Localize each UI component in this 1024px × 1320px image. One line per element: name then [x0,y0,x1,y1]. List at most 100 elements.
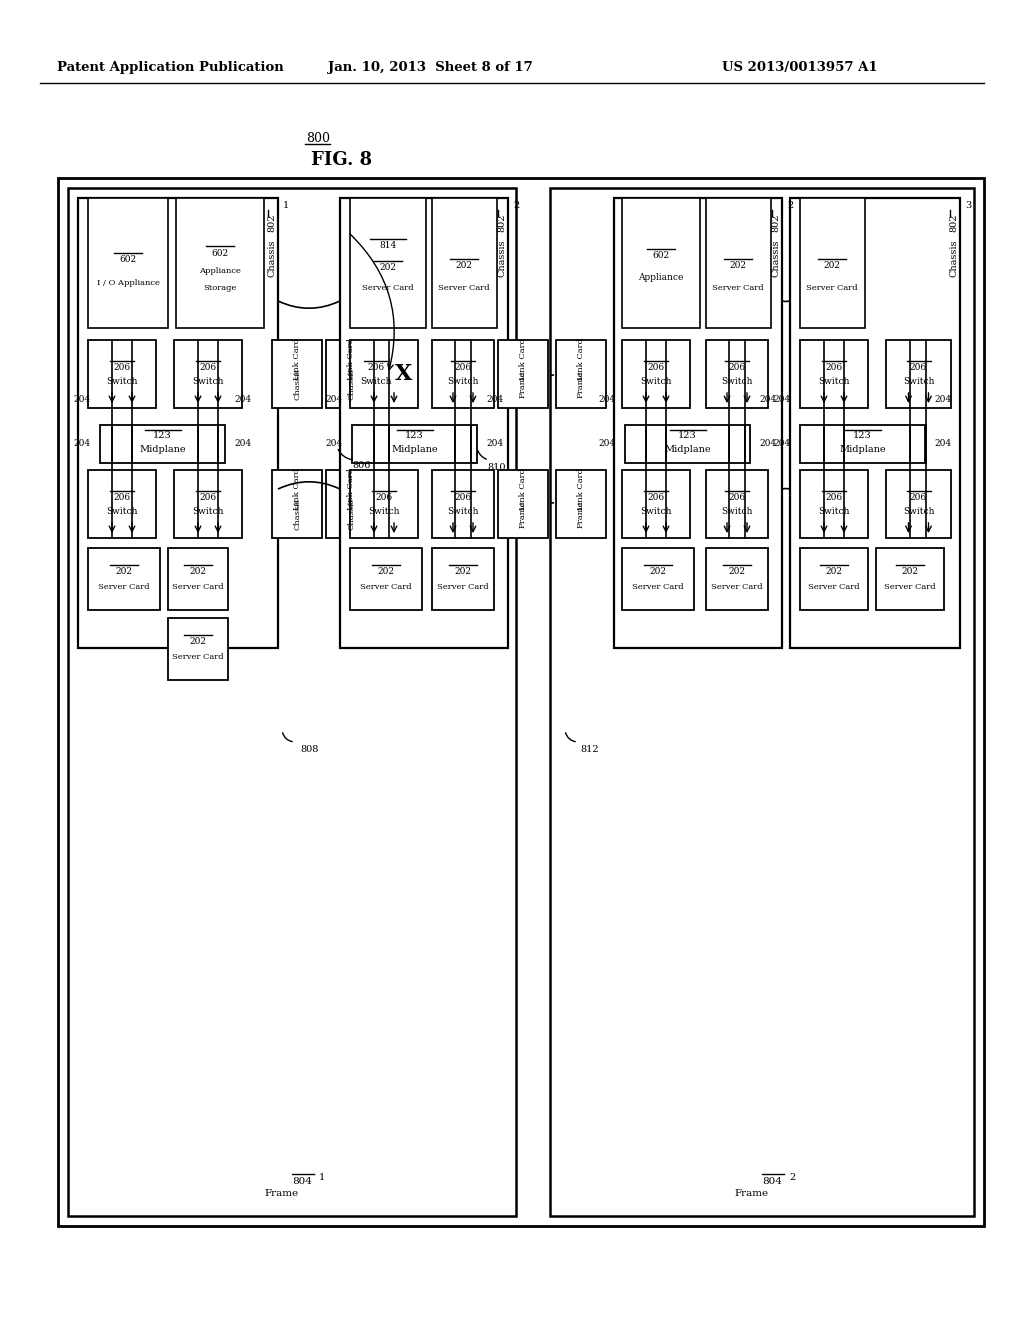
Text: 1: 1 [318,1172,326,1181]
Text: 202: 202 [728,566,745,576]
Text: Switch: Switch [818,507,850,516]
Text: Link Card: Link Card [577,469,585,510]
Text: Switch: Switch [447,507,479,516]
FancyBboxPatch shape [88,198,168,327]
Text: 204: 204 [935,396,951,404]
Text: Frame: Frame [577,371,585,397]
Text: 202: 202 [825,566,843,576]
Text: 602: 602 [652,252,670,260]
Text: Midplane: Midplane [665,446,711,454]
Text: Server Card: Server Card [806,284,858,292]
Text: Midplane: Midplane [139,446,185,454]
FancyBboxPatch shape [58,178,984,1226]
Text: Chassis: Chassis [347,368,355,400]
Text: 204: 204 [234,396,252,404]
Text: 800: 800 [306,132,330,144]
Text: X: X [395,363,413,385]
Text: 810: 810 [487,462,506,471]
Text: Midplane: Midplane [840,446,886,454]
FancyBboxPatch shape [352,425,477,463]
FancyArrowPatch shape [279,301,340,309]
Text: 206: 206 [114,492,131,502]
FancyBboxPatch shape [706,198,771,327]
Text: Link Card: Link Card [293,338,301,380]
Text: 204: 204 [326,440,343,449]
Text: Frame: Frame [265,1189,299,1199]
FancyBboxPatch shape [350,198,426,327]
Text: Server Card: Server Card [172,583,224,591]
FancyBboxPatch shape [326,341,376,408]
FancyBboxPatch shape [800,470,868,539]
FancyBboxPatch shape [174,470,242,539]
Text: 206: 206 [455,492,472,502]
Text: 802: 802 [949,214,958,232]
Text: Server Card: Server Card [172,653,224,661]
Text: 812: 812 [581,746,599,755]
Text: 206: 206 [728,492,745,502]
Text: Server Card: Server Card [712,284,764,292]
FancyBboxPatch shape [340,198,508,648]
Text: 206: 206 [647,363,665,371]
Text: Server Card: Server Card [808,583,860,591]
Text: Switch: Switch [640,378,672,387]
FancyBboxPatch shape [706,470,768,539]
FancyBboxPatch shape [556,341,606,408]
Text: 814: 814 [379,242,396,251]
Text: 204: 204 [486,440,504,449]
Text: Server Card: Server Card [884,583,936,591]
Text: 202: 202 [456,261,472,271]
FancyBboxPatch shape [790,198,961,648]
Text: Switch: Switch [106,378,138,387]
Text: 123: 123 [853,432,871,441]
Text: 204: 204 [74,396,90,404]
Text: 202: 202 [823,261,841,271]
Text: 202: 202 [380,264,396,272]
Text: 206: 206 [376,492,392,502]
Text: Link Card: Link Card [347,469,355,510]
FancyBboxPatch shape [78,198,278,648]
Text: Switch: Switch [903,507,934,516]
Text: Patent Application Publication: Patent Application Publication [56,62,284,74]
FancyBboxPatch shape [100,425,225,463]
Text: Storage: Storage [204,284,237,292]
Text: Switch: Switch [640,507,672,516]
Text: 202: 202 [189,636,207,645]
Text: 206: 206 [825,492,843,502]
Text: 1: 1 [283,202,289,210]
Text: 206: 206 [200,363,216,371]
Text: Server Card: Server Card [712,583,763,591]
Text: 808: 808 [301,746,319,755]
FancyBboxPatch shape [800,198,865,327]
Text: 123: 123 [678,432,697,441]
Text: 204: 204 [760,396,776,404]
Text: Appliance: Appliance [638,273,684,282]
FancyBboxPatch shape [876,548,944,610]
FancyBboxPatch shape [550,187,974,1216]
Text: 206: 206 [910,492,927,502]
FancyBboxPatch shape [886,341,951,408]
Text: 206: 206 [910,363,927,371]
Text: 204: 204 [760,440,776,449]
Text: Jan. 10, 2013  Sheet 8 of 17: Jan. 10, 2013 Sheet 8 of 17 [328,62,532,74]
FancyBboxPatch shape [350,548,422,610]
Text: 202: 202 [455,566,471,576]
Text: Chassis: Chassis [293,498,301,531]
Text: US 2013/0013957 A1: US 2013/0013957 A1 [722,62,878,74]
FancyBboxPatch shape [88,470,156,539]
FancyBboxPatch shape [622,341,690,408]
Text: Frame: Frame [735,1189,769,1199]
Text: Server Card: Server Card [362,284,414,292]
FancyBboxPatch shape [168,618,228,680]
Text: Chassis: Chassis [267,239,276,277]
FancyBboxPatch shape [800,425,925,463]
Text: 123: 123 [154,432,172,441]
FancyArrowPatch shape [279,482,340,488]
Text: Link Card: Link Card [577,338,585,380]
Text: Link Card: Link Card [293,469,301,510]
FancyBboxPatch shape [498,470,548,539]
FancyBboxPatch shape [432,198,497,327]
Text: Switch: Switch [903,378,934,387]
Text: 804: 804 [762,1176,782,1185]
Text: Chassis: Chassis [347,498,355,531]
Text: 204: 204 [773,396,791,404]
